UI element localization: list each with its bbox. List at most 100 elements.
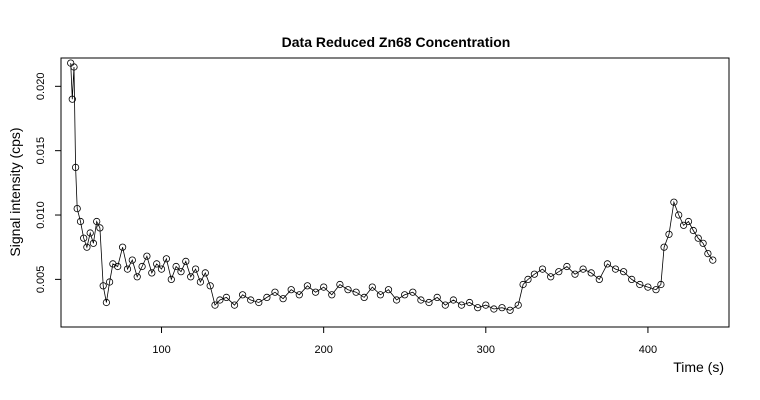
data-point [571,270,579,278]
data-point [417,296,425,304]
data-point [474,304,482,312]
data-point [83,243,91,251]
data-point [530,270,539,278]
data-point [320,283,328,291]
data-point [271,288,279,296]
series-line [70,63,714,311]
data-point [587,269,595,277]
plot-frame [60,57,730,328]
data-point [376,291,384,299]
data-point [177,268,185,276]
data-point [506,306,514,314]
data-point [201,269,209,277]
data-point [89,239,98,247]
data-point [595,275,603,283]
data-point [433,293,441,301]
y-tick-label: 0.010 [35,201,47,229]
data-point [563,262,571,271]
data-point [579,265,587,273]
chart-title: Data Reduced Zn68 Concentration [282,34,511,50]
data-point [211,301,219,309]
data-point [425,298,433,307]
data-point [93,217,101,226]
data-point [611,265,620,273]
data-point [287,286,295,294]
data-point [255,298,263,307]
x-tick-label: 400 [639,344,657,356]
data-point [73,205,81,213]
data-point [328,291,336,299]
data-point [86,229,94,237]
data-point [498,304,506,312]
data-point [449,296,457,304]
data-point [187,273,195,281]
data-point [336,280,344,289]
data-point [230,301,239,309]
x-axis-label: Time (s) [673,359,724,375]
data-point [162,255,170,263]
data-point [182,257,190,265]
data-point [441,301,449,309]
data-point [547,273,555,281]
data-point [70,63,78,71]
data-point [279,295,287,303]
data-point [206,282,214,290]
data-point [652,286,660,294]
data-point [216,296,224,304]
data-point [636,280,644,289]
data-point [153,260,161,268]
data-point [409,288,417,296]
data-point [352,288,360,296]
data-point [401,291,409,299]
data-point [239,291,247,299]
data-point [102,298,111,307]
data-point [670,198,678,206]
data-point [644,283,652,291]
y-tick-label: 0.005 [35,266,47,294]
data-point [114,262,122,271]
data-point [457,301,466,309]
data-point [665,230,673,238]
data-point [628,275,636,283]
data-point [689,226,697,235]
y-tick-label: 0.015 [35,137,47,165]
data-point [519,280,527,289]
data-point [133,273,141,281]
data-point [222,293,230,301]
data-point [490,305,498,313]
data-point [106,278,114,286]
data-point [123,265,132,273]
data-point [192,265,200,273]
data-point [76,217,85,226]
data-point [514,301,522,309]
data-point [679,221,688,229]
data-point [128,256,136,264]
x-tick-label: 100 [152,344,170,356]
y-axis-label: Signal intensity (cps) [7,127,23,256]
data-point [157,265,166,273]
data-point [247,296,255,304]
y-axis: 0.005 0.010 0.015 0.020 [35,73,61,294]
data-point [694,234,702,242]
data-point [196,278,204,286]
data-point [699,239,707,247]
data-point [392,296,401,304]
data-point [657,280,665,289]
data-point [465,298,474,307]
data-point [660,243,668,251]
data-point [68,95,76,103]
data-point [555,268,563,276]
data-point [368,283,376,291]
data-point [96,224,104,232]
data-point [704,250,712,258]
x-axis: 100 200 300 400 [152,327,657,356]
data-point [295,291,303,299]
data-point [524,275,532,283]
y-tick-label: 0.020 [35,73,47,101]
data-point [303,282,311,290]
data-point [344,286,352,294]
data-point [99,282,107,290]
data-point [143,252,151,260]
x-tick-label: 200 [314,344,332,356]
